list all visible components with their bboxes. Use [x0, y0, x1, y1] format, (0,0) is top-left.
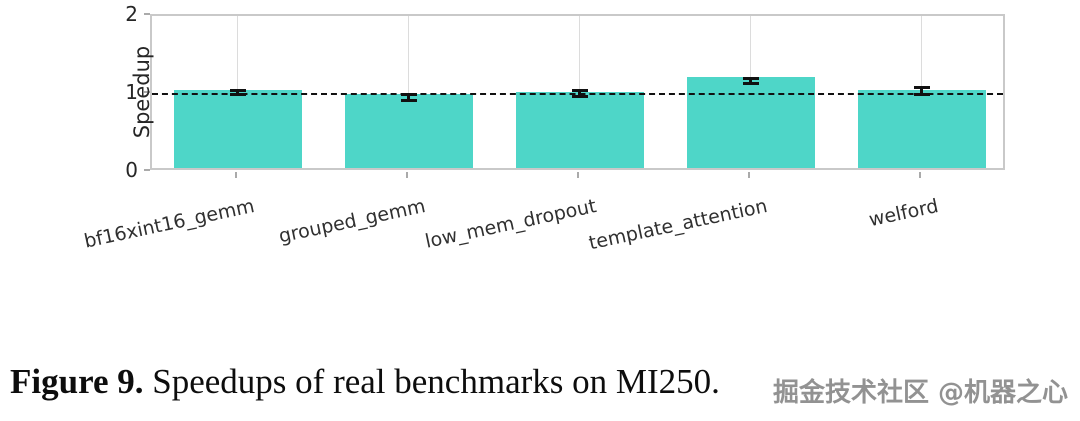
- x-tick-mark: [918, 172, 921, 178]
- reference-line: [152, 93, 1003, 95]
- bar-low_mem_dropout: [516, 92, 644, 168]
- x-tick-mark: [576, 172, 579, 178]
- figure-caption-label: Figure 9.: [10, 362, 144, 401]
- plot-area: [150, 14, 1005, 170]
- x-tick-mark: [405, 172, 408, 178]
- error-bar-cap: [571, 88, 588, 92]
- y-tick-label: 2: [125, 2, 138, 26]
- error-bar-stem: [578, 90, 581, 97]
- y-tick-mark: [144, 169, 150, 171]
- bar-welford: [858, 90, 986, 168]
- watermark-text: 掘金技术社区 @机器之心: [772, 378, 1068, 408]
- error-bar-stem: [236, 90, 239, 95]
- bar-template_attention: [687, 77, 815, 168]
- bar-bf16xint16_gemm: [174, 90, 302, 168]
- y-tick-label: 0: [125, 158, 138, 182]
- bar-grouped_gemm: [345, 94, 473, 168]
- x-tick-mark: [747, 172, 750, 178]
- error-bar-cap: [229, 93, 246, 97]
- error-bar-cap: [571, 94, 588, 98]
- y-tick-mark: [144, 91, 150, 93]
- error-bar-cap: [742, 81, 759, 85]
- x-tick-label-template_attention: template_attention: [586, 195, 769, 255]
- y-tick-label: 1: [125, 80, 138, 104]
- error-bar-cap: [400, 93, 417, 97]
- x-tick-label-welford: welford: [866, 195, 940, 232]
- error-bar-stem: [920, 87, 923, 94]
- y-tick-mark: [144, 13, 150, 15]
- x-tick-label-bf16xint16_gemm: bf16xint16_gemm: [81, 195, 256, 253]
- x-tick-label-low_mem_dropout: low_mem_dropout: [422, 195, 598, 253]
- x-tick-label-grouped_gemm: grouped_gemm: [276, 195, 427, 248]
- speedup-bar-chart: 0 1 2 Speedup bf16xint16_gemm grouped_gemm low…: [81, 2, 1005, 255]
- error-bar-cap: [742, 76, 759, 80]
- error-bar-stem: [749, 78, 752, 84]
- gridline-vertical: [408, 16, 409, 168]
- error-bar-cap: [913, 92, 930, 96]
- error-bar-cap: [913, 86, 930, 90]
- y-axis-label: Speedup: [130, 45, 155, 139]
- error-bar-stem: [407, 94, 410, 101]
- error-bar-cap: [400, 98, 417, 102]
- figure-caption: Figure 9. Speedups of real benchmarks on…: [10, 362, 1080, 402]
- figure-caption-text: Speedups of real benchmarks on MI250.: [143, 362, 720, 401]
- error-bar-cap: [229, 89, 246, 93]
- x-tick-mark: [234, 172, 237, 178]
